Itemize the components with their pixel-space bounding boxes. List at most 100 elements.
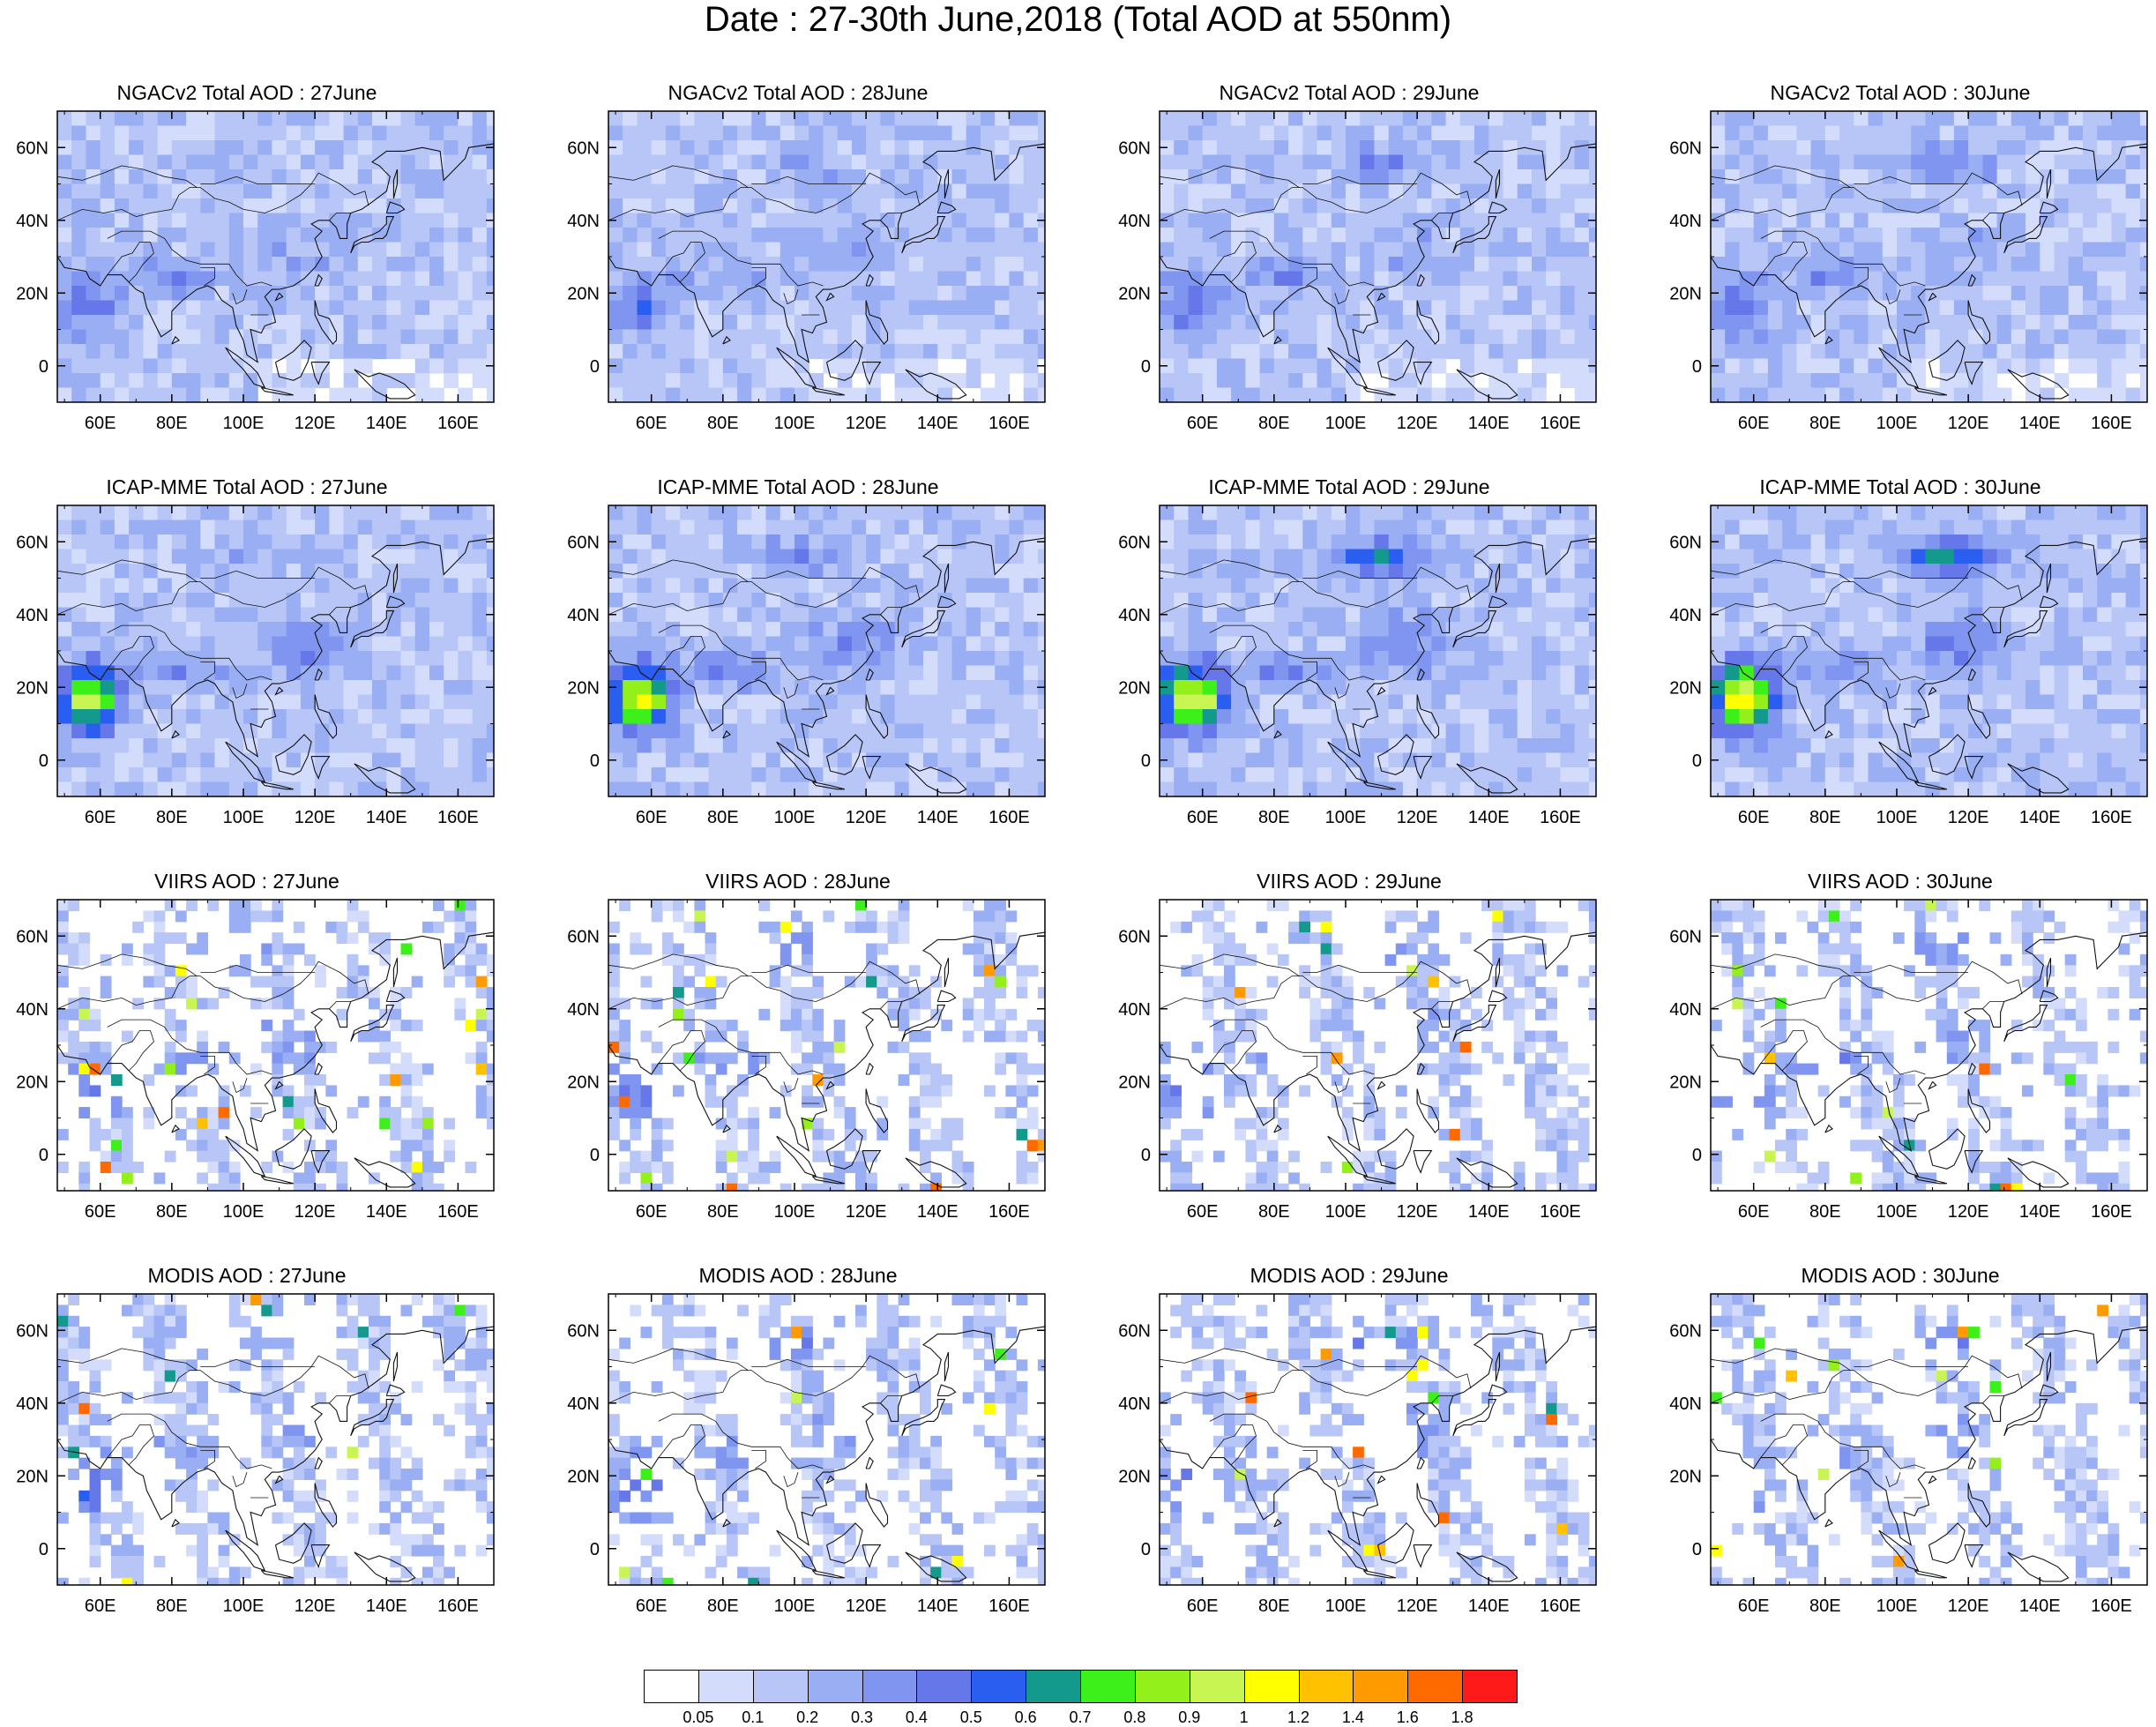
aod-field	[1711, 111, 2147, 402]
coastline	[825, 1522, 863, 1564]
coastline	[314, 1483, 338, 1528]
country-border	[1160, 566, 1472, 616]
coastline	[171, 1124, 180, 1133]
coastline	[314, 668, 323, 681]
country-border	[608, 953, 749, 976]
country-border	[57, 1348, 198, 1371]
country-border	[107, 1424, 154, 1466]
coastline	[608, 931, 1045, 1152]
country-border	[608, 1355, 921, 1404]
country-border	[1431, 1395, 1453, 1404]
coastline	[1413, 1544, 1433, 1568]
coastline	[385, 1384, 406, 1397]
aod-map: 60E 80E 100E 120E 140E 160E 60N 40N 20N 0	[1118, 899, 1597, 1222]
lat-tick-label: 60N	[1118, 138, 1151, 158]
lat-tick-label: 0	[590, 357, 600, 377]
coastline	[901, 610, 946, 648]
coastline	[2046, 563, 2052, 594]
lon-tick-label: 160E	[1540, 808, 1581, 827]
lon-tick-label: 160E	[1540, 1596, 1581, 1616]
coastline	[314, 1062, 323, 1075]
coastline	[1160, 931, 1596, 1152]
lon-tick-label: 80E	[707, 414, 739, 433]
country-border	[1854, 964, 1969, 973]
lon-tick-label: 160E	[2091, 808, 2132, 827]
lon-tick-label: 60E	[85, 808, 116, 827]
lon-tick-label: 160E	[1540, 414, 1581, 433]
lat-tick-label: 60N	[567, 533, 600, 552]
coastline	[825, 1128, 863, 1170]
coastline	[1376, 734, 1414, 775]
coastline	[1376, 1522, 1414, 1564]
lon-tick-label: 140E	[1468, 808, 1510, 827]
lat-tick-label: 0	[1692, 1146, 1702, 1165]
lat-tick-label: 0	[1692, 751, 1702, 771]
coastline	[1967, 1088, 1991, 1133]
coastline	[1967, 300, 1991, 345]
lat-tick-label: 20N	[567, 1467, 600, 1486]
coastline	[722, 729, 731, 739]
aod-map: 60E 80E 100E 120E 140E 160E 60N 40N 20N 0	[567, 1293, 1046, 1616]
lon-tick-label: 100E	[1325, 1202, 1367, 1222]
coastline	[385, 201, 406, 214]
country-border	[232, 1077, 248, 1094]
coastline	[2046, 1351, 2052, 1382]
country-border	[1209, 1424, 1257, 1466]
lon-tick-label: 140E	[366, 1202, 407, 1222]
aod-field	[57, 1294, 494, 1585]
lat-tick-label: 0	[1692, 357, 1702, 377]
coastline	[1416, 1456, 1425, 1469]
lat-tick-label: 40N	[1669, 606, 1702, 625]
aod-field	[1711, 505, 2147, 796]
colorbar-swatch	[752, 1670, 809, 1703]
lat-tick-label: 20N	[1118, 1073, 1151, 1092]
lon-tick-label: 100E	[774, 808, 816, 827]
lon-tick-label: 100E	[1325, 1596, 1367, 1616]
lat-tick-label: 60N	[16, 138, 48, 158]
country-border	[751, 1056, 766, 1075]
coastline	[1711, 143, 2147, 363]
lon-tick-label: 100E	[1876, 1202, 1918, 1222]
lon-tick-label: 160E	[988, 1202, 1030, 1222]
lon-tick-label: 140E	[1468, 414, 1510, 433]
lon-tick-label: 80E	[156, 1202, 188, 1222]
lon-tick-label: 60E	[636, 1596, 668, 1616]
lon-tick-label: 80E	[1258, 1202, 1290, 1222]
country-border	[1760, 242, 1808, 283]
lon-tick-label: 120E	[1397, 1596, 1438, 1616]
coastline	[865, 1088, 889, 1133]
aod-map: 60E 80E 100E 120E 140E 160E 60N 40N 20N 0	[16, 1293, 495, 1616]
coastline	[1495, 563, 1501, 594]
colorbar-label: 1.4	[1341, 1708, 1364, 1726]
country-border	[1711, 172, 2023, 221]
coastline	[392, 168, 399, 199]
coastline	[1452, 1399, 1497, 1437]
aod-field	[57, 900, 494, 1191]
country-border	[1854, 1450, 1869, 1469]
panel-title: ICAP-MME Total AOD : 30June	[1759, 475, 2041, 498]
coastline	[722, 1518, 731, 1528]
coastline	[1416, 1062, 1425, 1075]
coastline	[1416, 1088, 1440, 1133]
coastline	[1488, 201, 1508, 214]
coastline	[274, 1522, 312, 1564]
coastline	[274, 734, 312, 775]
coastline	[1376, 1475, 1386, 1484]
country-border	[1302, 267, 1317, 287]
lat-tick-label: 60N	[1669, 1321, 1702, 1341]
country-border	[232, 683, 248, 699]
country-border	[1334, 288, 1350, 305]
colorbar-swatch	[1026, 1670, 1081, 1703]
country-border	[783, 1471, 799, 1488]
aod-colorbar: 0.05 0.1 0.2 0.3 0.4 0.5 0.6 0.7 0.8 0.9 1 1.2 1.4 1.…	[644, 1670, 1518, 1726]
aod-map: 60E 80E 100E 120E 140E 160E 60N 40N 20N 0	[1669, 505, 2148, 827]
lon-tick-label: 120E	[295, 1202, 336, 1222]
coastline	[905, 763, 967, 794]
coastline	[1878, 741, 1920, 783]
panel-title: MODIS AOD : 30June	[1801, 1264, 2000, 1287]
coastline	[1824, 1518, 1833, 1528]
lon-tick-label: 120E	[1948, 1202, 1989, 1222]
country-border	[1431, 213, 1453, 221]
lon-tick-label: 120E	[295, 808, 336, 827]
colorbar-label: 0.9	[1178, 1708, 1201, 1726]
